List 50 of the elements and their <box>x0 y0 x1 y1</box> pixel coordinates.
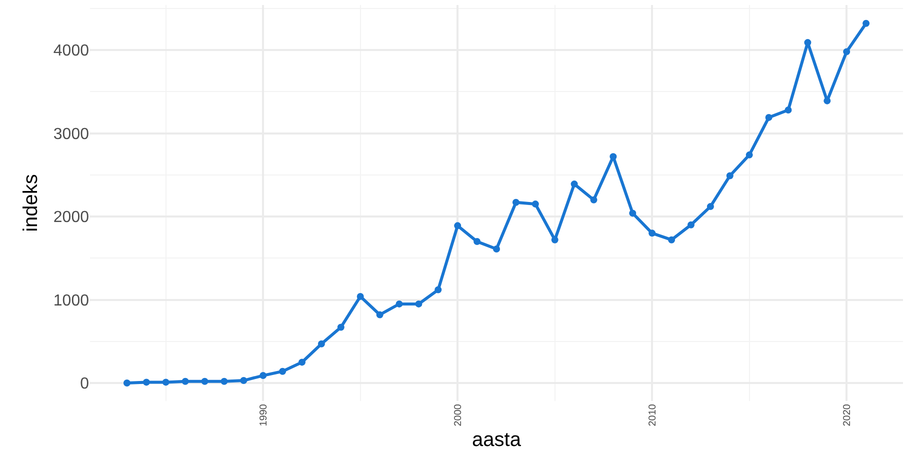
point <box>434 286 442 294</box>
point <box>454 222 462 230</box>
point <box>260 372 267 380</box>
point <box>396 300 403 308</box>
point <box>570 180 578 188</box>
point <box>162 378 170 386</box>
point <box>512 198 520 206</box>
point <box>784 106 792 114</box>
point <box>843 48 850 56</box>
point <box>765 114 772 121</box>
point <box>668 236 676 244</box>
point <box>726 172 734 180</box>
point <box>279 368 286 375</box>
point <box>474 238 481 245</box>
y-tick-label: 2000 <box>53 209 90 226</box>
point <box>824 97 831 104</box>
x-tick-label: 2000 <box>452 404 464 426</box>
point <box>318 340 325 348</box>
point <box>648 230 656 237</box>
y-axis-title: indeks <box>20 174 42 232</box>
y-tick-label: 0 <box>80 376 90 393</box>
point <box>376 311 384 318</box>
point <box>337 324 344 331</box>
point <box>182 378 189 385</box>
point <box>298 358 306 366</box>
point <box>240 377 248 384</box>
point <box>629 210 636 217</box>
point <box>415 300 422 308</box>
x-tick-label: 2020 <box>842 404 853 426</box>
point <box>220 378 228 385</box>
point <box>532 200 539 208</box>
x-tick-label: 2010 <box>647 404 658 426</box>
point <box>142 378 150 386</box>
point <box>688 221 694 228</box>
point <box>706 203 714 210</box>
point <box>804 39 812 46</box>
point <box>551 236 558 244</box>
y-tick-label: 4000 <box>53 42 90 60</box>
x-tick-label: 1990 <box>258 404 270 426</box>
y-tick-label: 1000 <box>53 292 90 310</box>
x-axis-title: aasta <box>472 428 522 451</box>
point <box>746 151 753 158</box>
point <box>590 196 598 204</box>
point <box>201 378 208 385</box>
point <box>610 153 617 160</box>
point <box>356 292 364 300</box>
point <box>123 380 130 387</box>
y-tick-label: 3000 <box>53 126 90 143</box>
point <box>493 245 500 252</box>
point <box>862 20 870 27</box>
